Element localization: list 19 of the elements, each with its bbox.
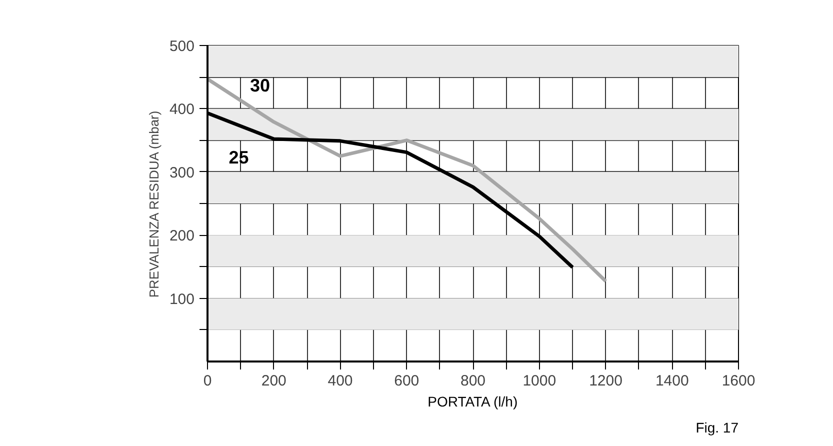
x-axis-title: PORTATA (l/h): [428, 394, 518, 410]
x-tick-label: 600: [394, 372, 420, 390]
line-series: [208, 77, 608, 283]
x-tick-label: 200: [261, 372, 286, 390]
y-axis-title: PREVALENZA RESIDUA (mbar): [146, 110, 162, 298]
x-tick-label: 0: [203, 372, 212, 390]
y-tick-label: 300: [169, 164, 195, 182]
x-tick-label: 1200: [589, 372, 622, 390]
x-tick-label: 1400: [655, 372, 689, 390]
x-tick-label: 1000: [522, 372, 556, 390]
x-tick-label: 800: [460, 372, 486, 390]
y-tick-label: 500: [169, 38, 195, 55]
y-tick-label: 100: [169, 290, 195, 308]
x-tick-label: 1600: [722, 372, 756, 390]
series-label: 30: [250, 76, 270, 96]
y-tick-label: 200: [169, 228, 195, 245]
x-tick-label: 400: [328, 372, 353, 390]
caption: Fig. 17: [696, 420, 739, 436]
y-tick-label: 400: [169, 101, 195, 118]
